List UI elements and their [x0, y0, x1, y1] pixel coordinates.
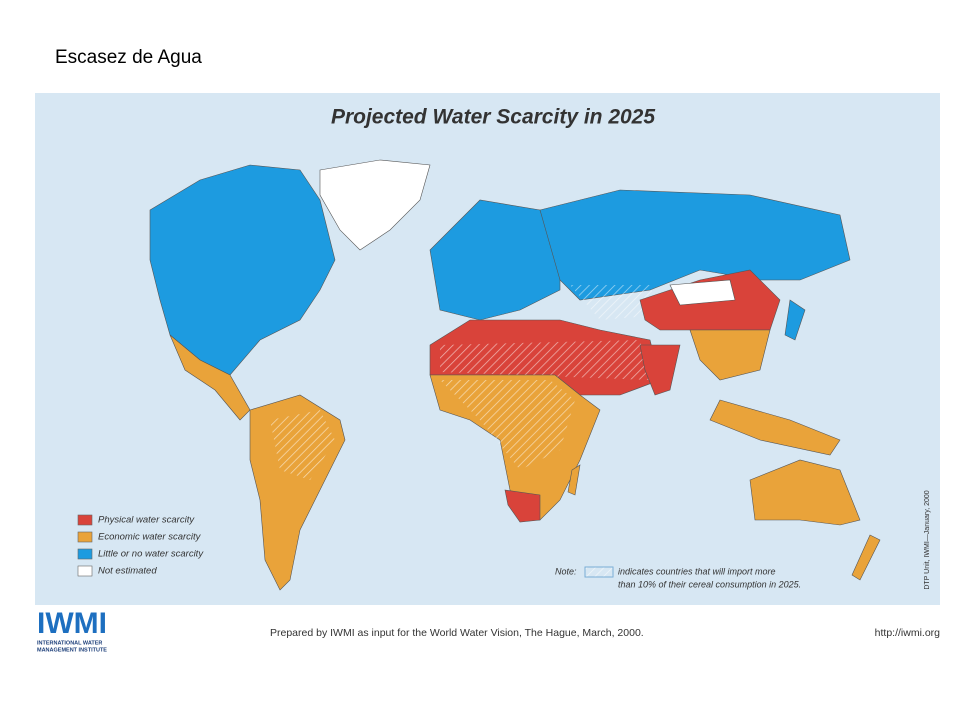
- logo-subtitle: INTERNATIONAL WATER: [37, 640, 102, 646]
- note-prefix: Note:: [555, 566, 577, 576]
- legend-label: Physical water scarcity: [98, 515, 195, 526]
- logo: IWMI: [37, 607, 107, 640]
- map-land: [149, 159, 881, 591]
- footer-url: http://iwmi.org: [875, 627, 941, 639]
- legend-swatch: [77, 531, 93, 543]
- legend-label: Little or no water scarcity: [98, 549, 204, 560]
- map-credit: DTP Unit, IWMI—January, 2000: [924, 490, 931, 589]
- note-line: indicates countries that will import mor…: [618, 566, 776, 576]
- legend-swatch: [77, 514, 93, 526]
- note-line: than 10% of their cereal consumption in …: [618, 579, 801, 589]
- map-title: Projected Water Scarcity in 2025: [331, 106, 655, 129]
- footer: [35, 605, 940, 655]
- legend-swatch: [77, 565, 93, 577]
- legend-swatch: [77, 548, 93, 560]
- slide-title: Escasez de Agua: [55, 47, 202, 68]
- legend: Physical water scarcity Economic water sc…: [77, 514, 204, 577]
- note: Note: indicates countries that will impo…: [555, 566, 801, 589]
- note-swatch: [584, 566, 614, 578]
- legend-label: Economic water scarcity: [98, 532, 202, 543]
- legend-label: Not estimated: [98, 566, 157, 577]
- note-swatch-border: [584, 566, 614, 578]
- footer-text: Prepared by IWMI as input for the World …: [270, 627, 644, 639]
- logo-subtitle: MANAGEMENT INSTITUTE: [37, 647, 107, 653]
